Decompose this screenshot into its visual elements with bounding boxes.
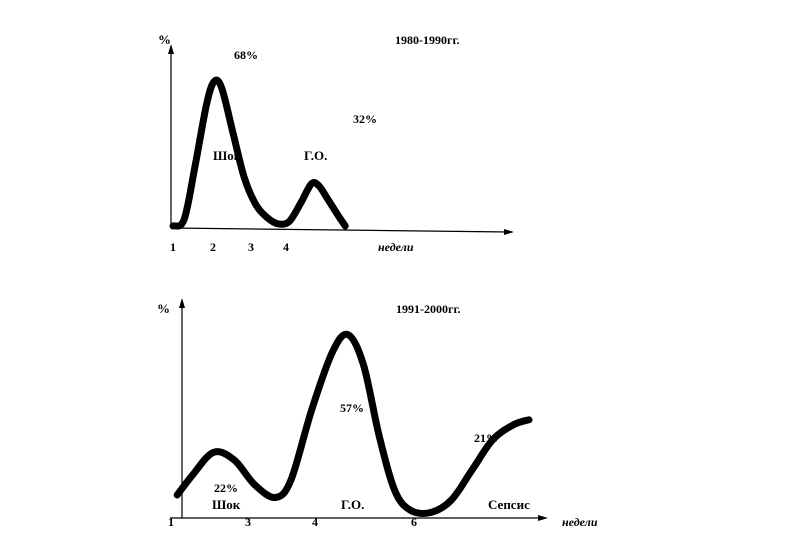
annotation-peak2-value-1: 32% bbox=[353, 112, 377, 126]
y-axis-label-2: % bbox=[157, 301, 170, 316]
x-axis-arrow-1 bbox=[504, 229, 514, 235]
annotation-peak1-label-1: Шок bbox=[213, 148, 242, 163]
x-tick-label: 1 bbox=[168, 515, 174, 529]
annotation-peak3-value-2: 21% bbox=[474, 431, 498, 445]
x-tick-label: 2 bbox=[210, 240, 216, 254]
y-axis-arrow-1 bbox=[168, 44, 174, 54]
x-tick-label: 3 bbox=[248, 240, 254, 254]
annotation-peak2-label-1: Г.О. bbox=[304, 148, 327, 163]
x-tick-label: 1 bbox=[170, 240, 176, 254]
x-tick-label: 4 bbox=[283, 240, 289, 254]
chart-1980-1990: % 1980-1990гг. 68% 32% Шок Г.О. 1 2 3 4 … bbox=[158, 32, 514, 254]
annotation-peak2-value-2: 57% bbox=[340, 401, 364, 415]
annotation-peak1-label-2: Шок bbox=[212, 497, 241, 512]
y-axis-arrow-2 bbox=[179, 298, 185, 308]
x-axis-arrow-2 bbox=[538, 515, 548, 521]
x-tick-label: 4 bbox=[312, 515, 318, 529]
chart-title-2: 1991-2000гг. bbox=[396, 302, 461, 316]
annotation-peak1-value-2: 22% bbox=[214, 481, 238, 495]
annotation-peak2-label-2: Г.О. bbox=[341, 497, 364, 512]
x-axis-label-1: недели bbox=[378, 240, 414, 254]
x-axis-label-2: недели bbox=[562, 515, 598, 529]
x-axis-1 bbox=[170, 227, 511, 233]
x-tick-label: 6 bbox=[411, 515, 417, 529]
chart-1991-2000: % 1991-2000гг. 22% 57% 21% Шок Г.О. Сепс… bbox=[157, 298, 598, 529]
annotation-peak3-label-2: Сепсис bbox=[488, 497, 530, 512]
series-line-2 bbox=[173, 330, 533, 517]
annotation-peak1-value-1: 68% bbox=[234, 48, 258, 62]
y-axis-label-1: % bbox=[158, 32, 171, 47]
x-tick-label: 3 bbox=[245, 515, 251, 529]
chart-title-1: 1980-1990гг. bbox=[395, 33, 460, 47]
series-line-1 bbox=[169, 76, 349, 230]
